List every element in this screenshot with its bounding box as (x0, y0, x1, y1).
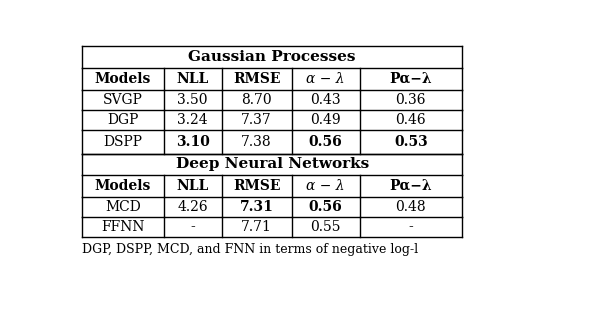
Text: 3.50: 3.50 (178, 93, 208, 107)
Text: Models: Models (95, 72, 151, 86)
Text: Pα−λ: Pα−λ (390, 179, 432, 193)
Text: 0.53: 0.53 (394, 135, 428, 149)
Text: 0.56: 0.56 (309, 135, 343, 149)
Text: -: - (408, 220, 413, 234)
Text: 7.71: 7.71 (241, 220, 272, 234)
Text: 7.38: 7.38 (241, 135, 272, 149)
Text: -: - (190, 220, 195, 234)
Text: α − λ: α − λ (306, 72, 345, 86)
Text: FFNN: FFNN (101, 220, 145, 234)
Text: MCD: MCD (105, 200, 141, 214)
Text: Models: Models (95, 179, 151, 193)
Text: DGP, DSPP, MCD, and FNN in terms of negative log-l: DGP, DSPP, MCD, and FNN in terms of nega… (82, 243, 418, 256)
Text: 0.55: 0.55 (311, 220, 341, 234)
Text: 0.48: 0.48 (396, 200, 426, 214)
Text: 3.10: 3.10 (176, 135, 210, 149)
Text: 0.36: 0.36 (396, 93, 426, 107)
Text: 3.24: 3.24 (178, 113, 208, 127)
Text: DSPP: DSPP (104, 135, 142, 149)
Text: Deep Neural Networks: Deep Neural Networks (175, 157, 369, 171)
Text: NLL: NLL (176, 179, 209, 193)
Text: SVGP: SVGP (103, 93, 143, 107)
Text: 8.70: 8.70 (241, 93, 272, 107)
Text: Pα−λ: Pα−λ (390, 72, 432, 86)
Text: Gaussian Processes: Gaussian Processes (188, 50, 356, 64)
Text: 0.56: 0.56 (309, 200, 343, 214)
Text: RMSE: RMSE (233, 72, 280, 86)
Text: 4.26: 4.26 (178, 200, 208, 214)
Text: 7.37: 7.37 (241, 113, 272, 127)
Text: DGP: DGP (107, 113, 139, 127)
Text: 7.31: 7.31 (240, 200, 274, 214)
Text: 0.49: 0.49 (311, 113, 341, 127)
Text: 0.43: 0.43 (311, 93, 341, 107)
Text: 0.46: 0.46 (396, 113, 426, 127)
Text: α − λ: α − λ (306, 179, 345, 193)
Text: RMSE: RMSE (233, 179, 280, 193)
Text: NLL: NLL (176, 72, 209, 86)
